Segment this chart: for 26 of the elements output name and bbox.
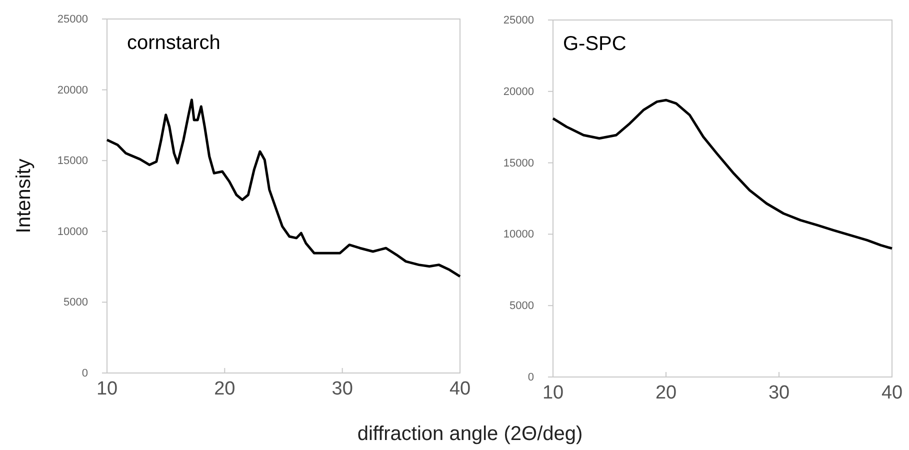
- y-tick-label: 0: [82, 368, 88, 380]
- line-series: [552, 98, 894, 250]
- x-tick-label: 20: [214, 378, 236, 400]
- line-series: [106, 98, 462, 278]
- y-tick-label: 15000: [57, 155, 88, 168]
- text: cornstarch: [127, 32, 220, 54]
- y-tick-label: 20000: [503, 86, 534, 98]
- x-tick-label: 10: [96, 378, 118, 400]
- x-axis-title: diffraction angle (2Θ/deg): [357, 423, 583, 445]
- y-tick-label: 5000: [64, 296, 88, 309]
- y-tick-label: 20000: [57, 84, 88, 96]
- y-tick-label: 0: [528, 372, 534, 384]
- y-tick-label: 25000: [57, 14, 88, 26]
- x-tick-label: 40: [881, 382, 903, 404]
- y-tick-label: 15000: [503, 157, 534, 170]
- y-tick-label: 5000: [510, 300, 534, 312]
- y-tick-label: 25000: [503, 14, 534, 27]
- x-tick-label: 10: [542, 382, 564, 404]
- x-tick-label: 20: [655, 382, 677, 404]
- x-tick-label: 30: [768, 382, 790, 404]
- y-tick-label: 10000: [503, 228, 534, 241]
- x-tick-label: 40: [449, 378, 471, 400]
- y-axis-title: Intensity: [13, 158, 35, 234]
- y-tick-label: 10000: [57, 226, 88, 238]
- text: G-SPC: [563, 33, 626, 55]
- x-tick-label: 30: [332, 378, 353, 400]
